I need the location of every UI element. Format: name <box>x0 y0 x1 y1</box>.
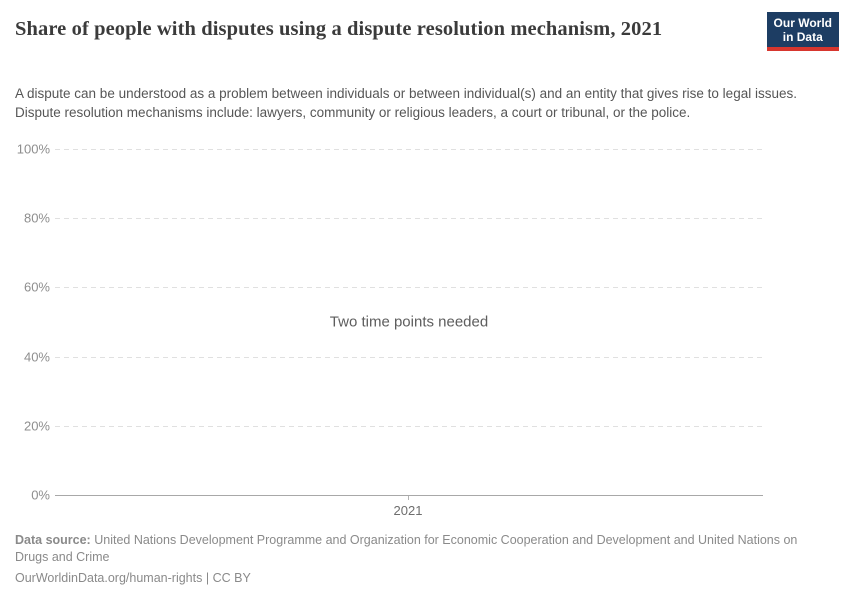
y-tick-label-20: 20% <box>23 418 50 434</box>
gridline-100 <box>55 149 763 150</box>
y-tick-label-40: 40% <box>23 349 50 365</box>
data-source-label: Data source: <box>15 533 91 547</box>
owid-logo-line1: Our World <box>773 16 832 30</box>
footer-separator: | <box>205 571 210 585</box>
chart-title: Share of people with disputes using a di… <box>15 18 663 40</box>
gridline-80 <box>55 218 763 220</box>
x-tick-label: 2021 <box>393 503 423 518</box>
gridline-40 <box>55 356 763 358</box>
origin-url-link[interactable]: OurWorldinData.org/human-rights <box>15 571 203 585</box>
license-text: CC BY <box>212 571 251 585</box>
y-tick-label-80: 80% <box>23 210 50 226</box>
gridline-60 <box>55 287 763 289</box>
origin-line: OurWorldinData.org/human-rights | CC BY <box>15 570 823 587</box>
y-tick-label-100: 100% <box>16 141 50 157</box>
owid-logo-line2: in Data <box>782 30 823 44</box>
data-source-line: Data source: United Nations Development … <box>15 532 823 566</box>
owid-logo[interactable]: Our World in Data <box>766 12 839 51</box>
chart-footer: Data source: United Nations Development … <box>15 532 823 587</box>
chart-subtitle: A dispute can be understood as a problem… <box>15 86 797 120</box>
x-tick-mark <box>408 496 409 500</box>
no-data-note: Two time points needed <box>329 313 489 331</box>
data-source-text: United Nations Development Programme and… <box>15 533 798 564</box>
gridline-20 <box>55 425 763 427</box>
y-tick-label-0: 0% <box>31 487 50 503</box>
x-axis-line <box>55 495 763 496</box>
y-tick-label-60: 60% <box>23 279 50 295</box>
